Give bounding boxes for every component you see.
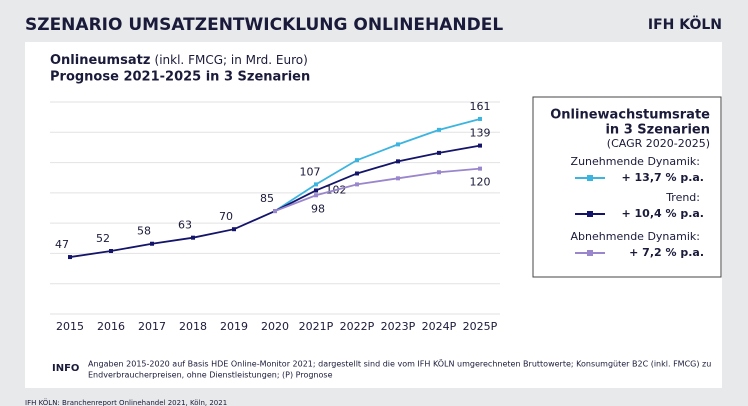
data-label: 161 bbox=[470, 100, 491, 113]
data-label: 120 bbox=[470, 176, 491, 189]
chart-title-note: (inkl. FMCG; in Mrd. Euro) bbox=[155, 53, 308, 67]
legend-name: Trend: bbox=[665, 191, 700, 204]
data-label: 107 bbox=[300, 165, 321, 178]
point-marker bbox=[396, 176, 400, 181]
point-marker bbox=[355, 182, 359, 187]
data-label: 70 bbox=[219, 210, 233, 223]
point-marker bbox=[396, 142, 400, 147]
point-marker bbox=[396, 159, 400, 164]
point-marker bbox=[478, 166, 482, 171]
source: IFH KÖLN: Branchenreport Onlinehandel 20… bbox=[25, 398, 227, 406]
x-tick-label: 2015 bbox=[56, 320, 84, 333]
point-marker bbox=[68, 255, 72, 260]
point-marker bbox=[355, 171, 359, 176]
legend-title: Onlinewachstumsrate bbox=[550, 108, 710, 123]
point-marker bbox=[355, 158, 359, 163]
data-label: 139 bbox=[470, 127, 491, 140]
point-marker bbox=[314, 188, 318, 193]
series-line bbox=[274, 167, 481, 212]
x-tick-label: 2016 bbox=[97, 320, 125, 333]
point-marker bbox=[150, 241, 154, 246]
x-tick-label: 2017 bbox=[138, 320, 166, 333]
data-label: 52 bbox=[96, 232, 110, 245]
series-line bbox=[274, 118, 481, 212]
legend-rate: + 10,4 % p.a. bbox=[621, 207, 704, 220]
chart-title-main: Onlineumsatz bbox=[50, 53, 150, 68]
info-label: INFO bbox=[52, 363, 79, 374]
legend-rate: + 13,7 % p.a. bbox=[621, 171, 704, 184]
point-marker bbox=[437, 150, 441, 155]
data-label: 47 bbox=[55, 238, 69, 251]
legend-name: Zunehmende Dynamik: bbox=[571, 155, 700, 168]
data-label: 85 bbox=[260, 192, 274, 205]
data-label: 58 bbox=[137, 225, 151, 238]
info-text: Angaben 2015-2020 auf Basis HDE Online-M… bbox=[88, 359, 711, 369]
point-marker bbox=[478, 143, 482, 148]
point-marker bbox=[232, 227, 236, 232]
x-tick-label: 2024P bbox=[422, 320, 457, 333]
chart-title: Onlineumsatz (inkl. FMCG; in Mrd. Euro) bbox=[50, 53, 308, 68]
info-text: Endverbraucherpreisen, ohne Dienstleistu… bbox=[88, 371, 333, 380]
legend-swatch bbox=[587, 250, 593, 256]
x-tick-label: 2023P bbox=[381, 320, 416, 333]
legend-rate: + 7,2 % p.a. bbox=[629, 246, 704, 259]
legend-title: in 3 Szenarien bbox=[605, 123, 710, 138]
series-line bbox=[69, 210, 276, 258]
legend-swatch bbox=[587, 211, 593, 217]
x-tick-label: 2021P bbox=[299, 320, 334, 333]
point-marker bbox=[109, 249, 113, 254]
point-marker bbox=[437, 127, 441, 132]
chart-subtitle: Prognose 2021-2025 in 3 Szenarien bbox=[50, 70, 310, 85]
x-tick-label: 2018 bbox=[179, 320, 207, 333]
series-line bbox=[274, 144, 481, 212]
legend-name: Abnehmende Dynamik: bbox=[571, 230, 700, 243]
point-marker bbox=[314, 182, 318, 187]
legend-note: (CAGR 2020-2025) bbox=[607, 137, 710, 150]
point-marker bbox=[191, 235, 195, 240]
point-marker bbox=[314, 193, 318, 198]
x-tick-label: 2022P bbox=[340, 320, 375, 333]
point-marker bbox=[273, 209, 277, 214]
page-title: SZENARIO UMSATZENTWICKLUNG ONLINEHANDEL bbox=[25, 15, 503, 35]
brand: IFH KÖLN bbox=[648, 15, 722, 33]
legend-box bbox=[532, 96, 722, 278]
x-tick-label: 2025P bbox=[463, 320, 498, 333]
legend-swatch bbox=[587, 175, 593, 181]
data-label: 63 bbox=[178, 219, 192, 232]
point-marker bbox=[437, 170, 441, 175]
x-tick-label: 2020 bbox=[261, 320, 289, 333]
x-tick-label: 2019 bbox=[220, 320, 248, 333]
data-label: 98 bbox=[311, 202, 325, 215]
point-marker bbox=[478, 116, 482, 121]
